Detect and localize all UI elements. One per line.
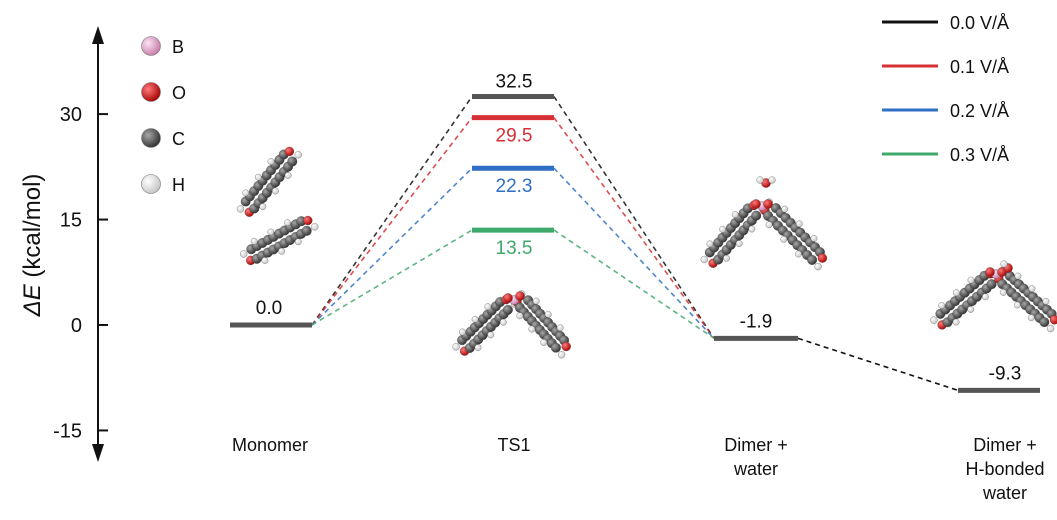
- connector-dimer-hbonded: [797, 337, 959, 392]
- ts1-value-label: 22.3: [496, 176, 533, 197]
- legend-label: 0.1 V/Å: [950, 57, 1009, 77]
- state-label: water: [982, 483, 1027, 503]
- state-label: Monomer: [232, 435, 308, 455]
- atom-label: H: [172, 175, 185, 195]
- legend-label: 0.2 V/Å: [950, 101, 1009, 121]
- state-labels: Monomer TS1 Dimer + water Dimer + H-bonded wat…: [232, 435, 1045, 503]
- field-legend: 0.0 V/Å 0.1 V/Å 0.2 V/Å 0.3 V/Å: [882, 13, 1009, 165]
- value-labels: 32.5 29.5 22.3 13.5 0.0 -1.9 -9.3: [256, 72, 1022, 385]
- carbon-atom-icon: [141, 128, 161, 148]
- boron-atom-icon: [141, 36, 161, 56]
- y-tick-label: 0: [71, 315, 82, 337]
- state-label: Dimer +: [973, 435, 1037, 455]
- legend-label: 0.0 V/Å: [950, 13, 1009, 33]
- ts1-value-label: 13.5: [496, 238, 533, 259]
- atom-label: O: [172, 83, 186, 103]
- ts1-value-label: 29.5: [496, 126, 533, 147]
- y-tick-label: 15: [60, 210, 82, 232]
- atom-legend: B O C H: [141, 36, 186, 195]
- dimer-water-molecule-image: [700, 176, 828, 271]
- y-axis: -15 0 15 30: [53, 26, 108, 462]
- hydrogen-atom-icon: [141, 174, 161, 194]
- monomer-molecule-bottom-image: [240, 215, 319, 266]
- connector-ts1-dimer: [553, 96, 715, 339]
- state-label: H-bonded: [965, 459, 1044, 479]
- dimer-hbonded-molecule-image: [930, 260, 1057, 333]
- state-label: TS1: [497, 435, 530, 455]
- y-tick-label: 30: [60, 104, 82, 126]
- y-axis-symbol: ΔE: [19, 283, 46, 317]
- energy-value-label: 0.0: [256, 298, 282, 319]
- state-label: Dimer +: [724, 435, 788, 455]
- molecule-illustrations: [236, 146, 1057, 359]
- connector-ts1-dimer: [553, 229, 715, 340]
- energy-value-label: -9.3: [989, 363, 1022, 384]
- energy-value-label: -1.9: [740, 311, 773, 332]
- state-label: water: [733, 459, 778, 479]
- energy-levels: [230, 94, 1040, 393]
- y-axis-arrow-up: [92, 26, 104, 44]
- atom-label: C: [172, 129, 185, 149]
- y-axis-unit: (kcal/mol): [19, 174, 46, 278]
- atom-label: B: [172, 37, 184, 57]
- y-axis-arrow-down: [92, 444, 104, 462]
- connector-ts1-dimer: [553, 167, 715, 339]
- legend-label: 0.3 V/Å: [950, 145, 1009, 165]
- connector-monomer-ts1: [311, 229, 473, 326]
- connectors: [311, 96, 959, 392]
- connector-monomer-ts1: [311, 117, 473, 326]
- monomer-molecule-top-image: [236, 146, 302, 217]
- y-tick-label: -15: [53, 420, 82, 442]
- ts1-molecule-image: [452, 290, 571, 359]
- connector-monomer-ts1: [311, 96, 473, 326]
- connector-monomer-ts1: [311, 167, 473, 326]
- ts1-value-label: 32.5: [496, 72, 533, 93]
- oxygen-atom-icon: [141, 82, 161, 102]
- y-axis-title: ΔE (kcal/mol): [19, 174, 46, 318]
- connector-ts1-dimer: [553, 117, 715, 339]
